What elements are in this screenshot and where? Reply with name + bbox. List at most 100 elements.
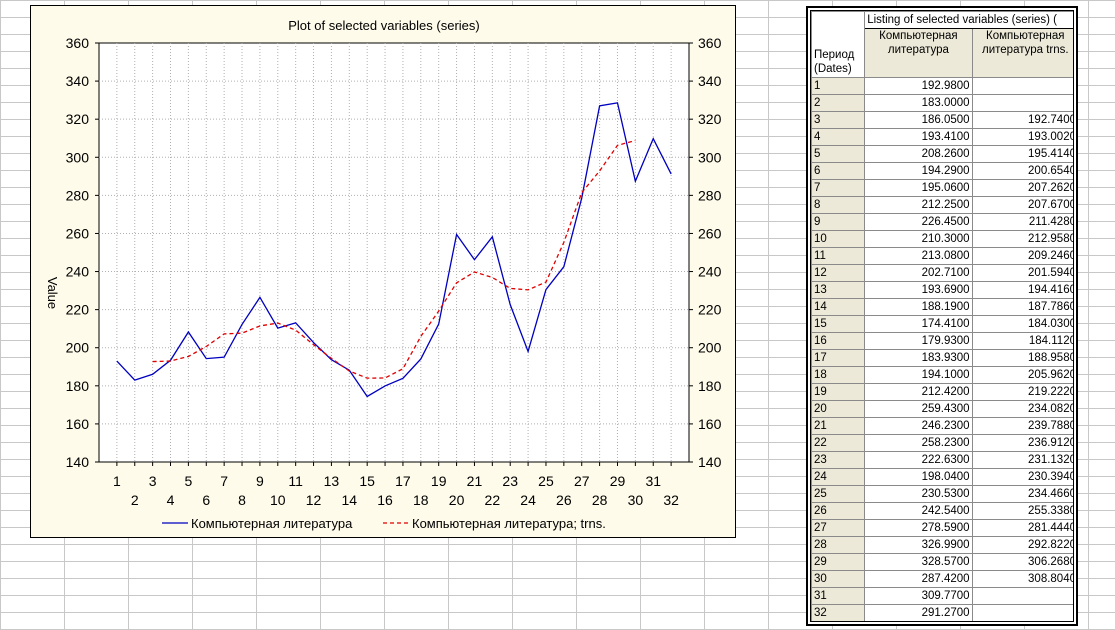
- row-index[interactable]: 27: [811, 519, 866, 537]
- row-index[interactable]: 2: [811, 94, 866, 112]
- row-index[interactable]: 26: [811, 502, 866, 520]
- cell-series-value[interactable]: 278.5900: [864, 519, 973, 537]
- cell-trns-value[interactable]: 188.9580: [971, 349, 1073, 367]
- cell-trns-value[interactable]: 207.2620: [971, 179, 1073, 197]
- row-index[interactable]: 20: [811, 400, 866, 418]
- row-index[interactable]: 7: [811, 179, 866, 197]
- cell-trns-value[interactable]: 205.9620: [971, 366, 1073, 384]
- cell-trns-value[interactable]: 234.0820: [971, 400, 1073, 418]
- column-header-series[interactable]: Компьютерная литература: [864, 28, 973, 78]
- row-index[interactable]: 22: [811, 434, 866, 452]
- cell-trns-value[interactable]: 281.4440: [971, 519, 1073, 537]
- cell-trns-value[interactable]: 187.7860: [971, 298, 1073, 316]
- cell-trns-value[interactable]: 306.2680: [971, 553, 1073, 571]
- row-index[interactable]: 32: [811, 604, 866, 621]
- row-index[interactable]: 25: [811, 485, 866, 503]
- cell-series-value[interactable]: 193.4100: [864, 128, 973, 146]
- row-index[interactable]: 24: [811, 468, 866, 486]
- cell-trns-value[interactable]: [971, 604, 1073, 621]
- cell-trns-value[interactable]: [971, 587, 1073, 605]
- cell-series-value[interactable]: 291.2700: [864, 604, 973, 621]
- cell-trns-value[interactable]: 234.4660: [971, 485, 1073, 503]
- row-index[interactable]: 13: [811, 281, 866, 299]
- cell-series-value[interactable]: 208.2600: [864, 145, 973, 163]
- cell-series-value[interactable]: 179.9300: [864, 332, 973, 350]
- row-index[interactable]: 23: [811, 451, 866, 469]
- cell-series-value[interactable]: 226.4500: [864, 213, 973, 231]
- row-index[interactable]: 28: [811, 536, 866, 554]
- cell-trns-value[interactable]: [971, 94, 1073, 112]
- cell-series-value[interactable]: 212.4200: [864, 383, 973, 401]
- row-index[interactable]: 17: [811, 349, 866, 367]
- cell-trns-value[interactable]: 184.0300: [971, 315, 1073, 333]
- cell-series-value[interactable]: 328.5700: [864, 553, 973, 571]
- row-index[interactable]: 30: [811, 570, 866, 588]
- cell-trns-value[interactable]: 209.2460: [971, 247, 1073, 265]
- cell-series-value[interactable]: 183.9300: [864, 349, 973, 367]
- cell-trns-value[interactable]: 231.1320: [971, 451, 1073, 469]
- cell-series-value[interactable]: 198.0400: [864, 468, 973, 486]
- cell-series-value[interactable]: 202.7100: [864, 264, 973, 282]
- cell-series-value[interactable]: 246.2300: [864, 417, 973, 435]
- row-index[interactable]: 11: [811, 247, 866, 265]
- cell-series-value[interactable]: 183.0000: [864, 94, 973, 112]
- row-index[interactable]: 15: [811, 315, 866, 333]
- cell-series-value[interactable]: 230.5300: [864, 485, 973, 503]
- cell-trns-value[interactable]: 230.3940: [971, 468, 1073, 486]
- cell-series-value[interactable]: 188.1900: [864, 298, 973, 316]
- cell-series-value[interactable]: 309.7700: [864, 587, 973, 605]
- cell-trns-value[interactable]: 212.9580: [971, 230, 1073, 248]
- cell-series-value[interactable]: 193.6900: [864, 281, 973, 299]
- table-row: 18 194.1000 205.9620: [811, 366, 1073, 384]
- row-index[interactable]: 10: [811, 230, 866, 248]
- cell-trns-value[interactable]: 308.8040: [971, 570, 1073, 588]
- cell-series-value[interactable]: 213.0800: [864, 247, 973, 265]
- cell-trns-value[interactable]: 194.4160: [971, 281, 1073, 299]
- row-index[interactable]: 12: [811, 264, 866, 282]
- row-index[interactable]: 14: [811, 298, 866, 316]
- cell-series-value[interactable]: 192.9800: [864, 77, 973, 95]
- cell-trns-value[interactable]: 193.0020: [971, 128, 1073, 146]
- cell-series-value[interactable]: 195.0600: [864, 179, 973, 197]
- row-index[interactable]: 19: [811, 383, 866, 401]
- cell-series-value[interactable]: 258.2300: [864, 434, 973, 452]
- cell-trns-value[interactable]: 236.9120: [971, 434, 1073, 452]
- cell-trns-value[interactable]: 255.3380: [971, 502, 1073, 520]
- row-index[interactable]: 21: [811, 417, 866, 435]
- cell-series-value[interactable]: 259.4300: [864, 400, 973, 418]
- cell-series-value[interactable]: 287.4200: [864, 570, 973, 588]
- row-index[interactable]: 8: [811, 196, 866, 214]
- column-header-trns[interactable]: Компьютерная литература trns.: [971, 28, 1073, 78]
- row-index[interactable]: 1: [811, 77, 866, 95]
- row-index[interactable]: 6: [811, 162, 866, 180]
- row-index[interactable]: 9: [811, 213, 866, 231]
- cell-trns-value[interactable]: 184.1120: [971, 332, 1073, 350]
- cell-trns-value[interactable]: 239.7880: [971, 417, 1073, 435]
- cell-trns-value[interactable]: 207.6700: [971, 196, 1073, 214]
- cell-trns-value[interactable]: 201.5940: [971, 264, 1073, 282]
- table-row: 19 212.4200 219.2220: [811, 383, 1073, 401]
- cell-series-value[interactable]: 242.5400: [864, 502, 973, 520]
- cell-series-value[interactable]: 326.9900: [864, 536, 973, 554]
- cell-series-value[interactable]: 210.3000: [864, 230, 973, 248]
- cell-series-value[interactable]: 222.6300: [864, 451, 973, 469]
- cell-series-value[interactable]: 212.2500: [864, 196, 973, 214]
- cell-trns-value[interactable]: 195.4140: [971, 145, 1073, 163]
- cell-trns-value[interactable]: 211.4280: [971, 213, 1073, 231]
- cell-series-value[interactable]: 174.4100: [864, 315, 973, 333]
- cell-trns-value[interactable]: 200.6540: [971, 162, 1073, 180]
- row-index[interactable]: 16: [811, 332, 866, 350]
- row-index[interactable]: 5: [811, 145, 866, 163]
- row-index[interactable]: 31: [811, 587, 866, 605]
- cell-series-value[interactable]: 194.1000: [864, 366, 973, 384]
- row-index[interactable]: 29: [811, 553, 866, 571]
- row-index[interactable]: 4: [811, 128, 866, 146]
- cell-trns-value[interactable]: [971, 77, 1073, 95]
- row-index[interactable]: 3: [811, 111, 866, 129]
- cell-series-value[interactable]: 194.2900: [864, 162, 973, 180]
- cell-trns-value[interactable]: 219.2220: [971, 383, 1073, 401]
- cell-series-value[interactable]: 186.0500: [864, 111, 973, 129]
- cell-trns-value[interactable]: 192.7400: [971, 111, 1073, 129]
- row-index[interactable]: 18: [811, 366, 866, 384]
- cell-trns-value[interactable]: 292.8220: [971, 536, 1073, 554]
